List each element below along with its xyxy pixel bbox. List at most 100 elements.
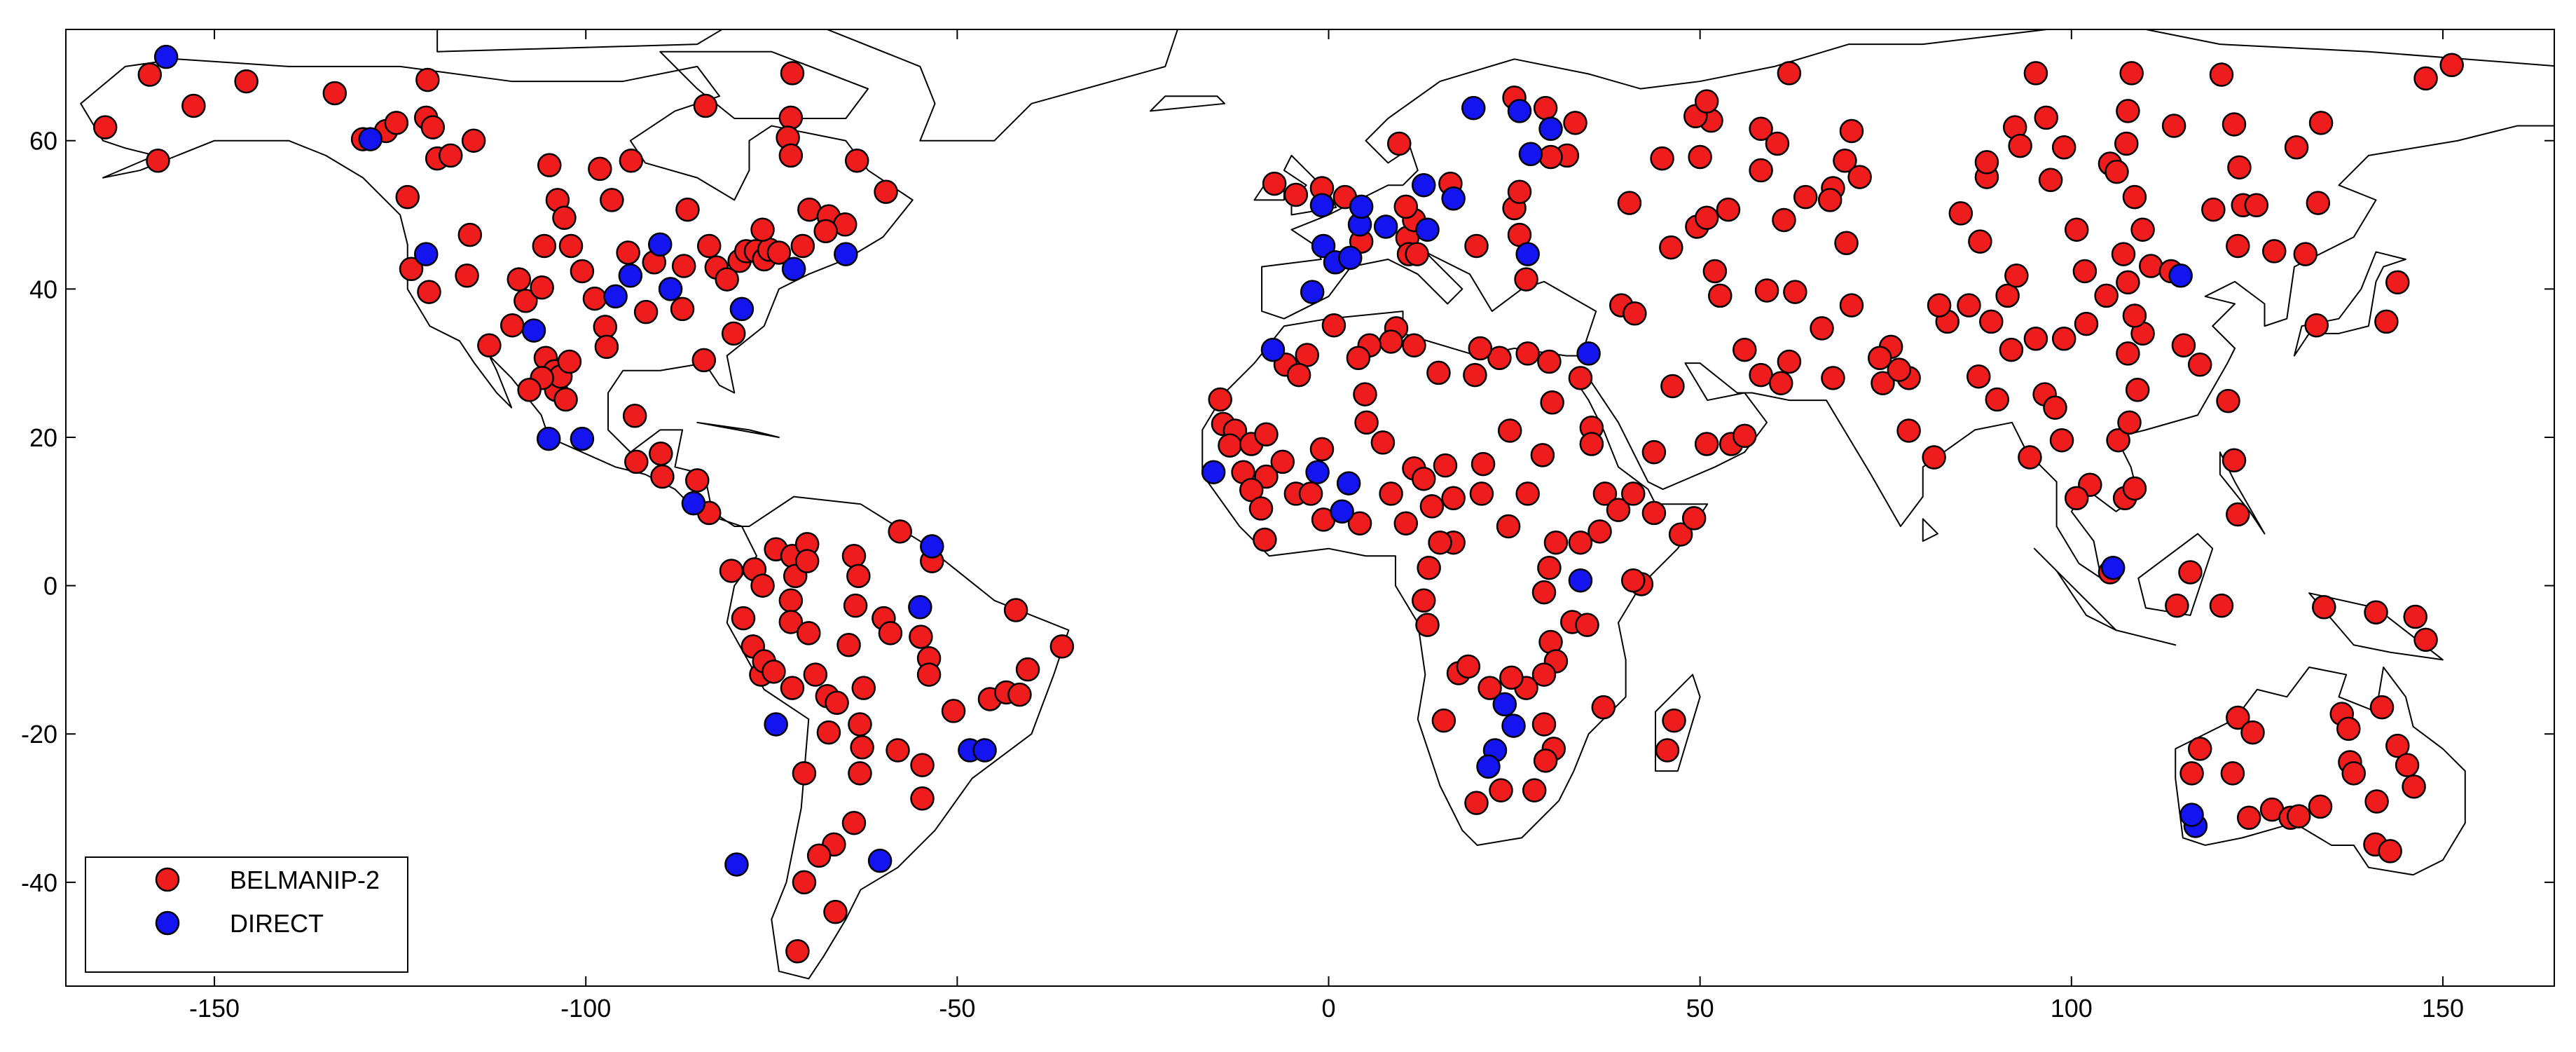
data-point xyxy=(972,738,997,763)
data-point xyxy=(1702,259,1728,284)
data-point xyxy=(1688,144,1712,170)
data-point xyxy=(1347,511,1372,535)
data-point xyxy=(1507,99,1532,123)
data-point xyxy=(1733,423,1757,449)
data-point xyxy=(2262,239,2287,264)
x-tick-label: 0 xyxy=(1321,994,1335,1023)
data-point xyxy=(420,115,446,139)
data-point xyxy=(358,127,383,151)
data-point xyxy=(1300,280,1325,304)
data-point xyxy=(2179,802,2204,827)
data-point xyxy=(1270,449,1295,474)
data-point xyxy=(2220,761,2245,786)
data-point xyxy=(618,264,643,288)
data-point xyxy=(2106,428,2130,453)
data-point xyxy=(2004,264,2029,288)
data-point xyxy=(624,449,649,474)
data-point xyxy=(1049,634,1075,659)
data-point xyxy=(1537,555,1562,580)
data-point xyxy=(2284,135,2309,160)
data-point xyxy=(836,633,861,657)
plot-frame xyxy=(65,29,2555,987)
data-point xyxy=(622,404,647,428)
data-point xyxy=(2413,627,2438,653)
data-point xyxy=(2038,168,2063,193)
data-point xyxy=(1321,313,1346,338)
data-point xyxy=(731,606,756,631)
data-point xyxy=(1783,280,1807,304)
data-point xyxy=(2018,445,2042,470)
data-point xyxy=(729,296,755,322)
data-point xyxy=(1568,530,1593,555)
data-point xyxy=(2100,555,2126,580)
data-point xyxy=(1540,390,1564,415)
data-point xyxy=(616,240,640,265)
data-point xyxy=(1896,418,1921,443)
data-point xyxy=(1817,188,1843,212)
data-point xyxy=(2341,761,2366,786)
data-point xyxy=(1810,316,1834,341)
data-point xyxy=(413,242,439,266)
data-point xyxy=(1821,366,1845,390)
data-point xyxy=(455,264,479,288)
data-point xyxy=(1476,754,1501,779)
data-point xyxy=(2105,159,2129,184)
data-point xyxy=(1922,445,1946,470)
data-point xyxy=(2122,303,2147,328)
data-point xyxy=(647,232,673,257)
data-point xyxy=(1660,374,1685,399)
data-point xyxy=(1530,443,1555,467)
data-point xyxy=(2051,135,2076,160)
data-point xyxy=(1336,471,1361,496)
data-point xyxy=(1286,362,1311,388)
data-point xyxy=(2122,184,2147,210)
data-point xyxy=(514,289,538,313)
data-point xyxy=(2227,155,2252,180)
data-point xyxy=(1772,207,1796,233)
data-point xyxy=(1681,506,1707,531)
data-point xyxy=(2178,560,2203,585)
data-point xyxy=(920,534,944,559)
data-point xyxy=(693,93,718,118)
data-point xyxy=(2034,105,2059,130)
data-point xyxy=(2064,486,2089,510)
data-point xyxy=(92,115,118,139)
data-point xyxy=(1533,749,1558,773)
data-point xyxy=(507,267,532,292)
data-point xyxy=(658,277,683,301)
x-tick-label: -50 xyxy=(939,994,975,1023)
data-point xyxy=(1464,791,1489,815)
data-point xyxy=(530,275,554,300)
data-point xyxy=(1415,613,1440,637)
data-point xyxy=(1419,494,1445,519)
data-point xyxy=(1295,343,1320,367)
data-point xyxy=(146,149,170,173)
data-point xyxy=(594,334,619,360)
data-point xyxy=(2201,197,2226,222)
data-point xyxy=(724,852,749,877)
x-tick-label: -100 xyxy=(560,994,611,1023)
data-point xyxy=(1538,116,1563,142)
data-point xyxy=(558,233,584,259)
data-point xyxy=(2165,593,2189,618)
data-point xyxy=(600,188,624,212)
data-point xyxy=(1871,371,1895,395)
data-point xyxy=(1974,150,1999,175)
data-point xyxy=(552,205,577,231)
data-point xyxy=(843,593,868,618)
data-point xyxy=(1248,496,1274,521)
data-point xyxy=(649,442,673,466)
x-tick-label: 100 xyxy=(2051,994,2093,1023)
data-point xyxy=(671,254,696,278)
data-point xyxy=(1694,205,1719,231)
data-point xyxy=(909,624,933,649)
data-point xyxy=(438,143,463,168)
data-point xyxy=(2226,233,2250,259)
data-point xyxy=(1563,111,1587,135)
data-point xyxy=(750,573,775,598)
data-point xyxy=(2116,270,2140,295)
data-point xyxy=(675,197,700,222)
data-point xyxy=(1515,242,1540,266)
data-point xyxy=(1749,116,1773,142)
data-point xyxy=(1777,349,1802,374)
